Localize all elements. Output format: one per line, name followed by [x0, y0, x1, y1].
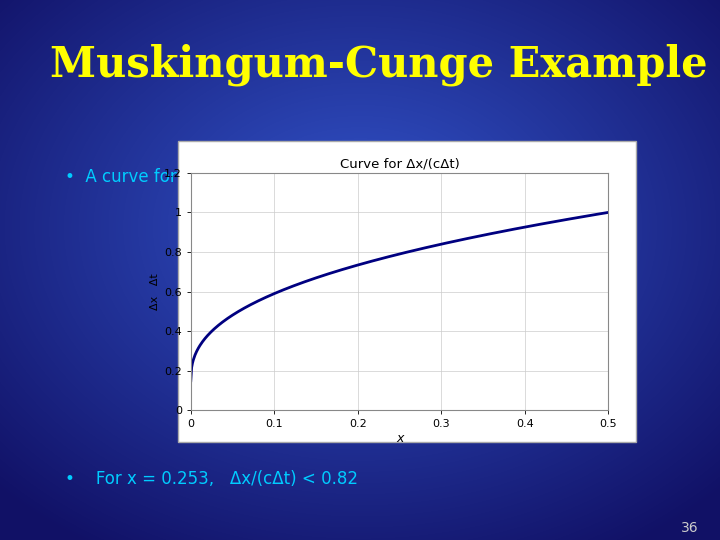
Y-axis label: Δx   Δt: Δx Δt [150, 273, 160, 310]
Text: •  A curve for Δx/cΔt is then needed to determine Δt.: • A curve for Δx/cΔt is then needed to d… [65, 167, 506, 185]
Text: Muskingum-Cunge Example: Muskingum-Cunge Example [50, 43, 708, 86]
Text: •    For x = 0.253,   Δx/(cΔt) < 0.82: • For x = 0.253, Δx/(cΔt) < 0.82 [65, 470, 358, 488]
X-axis label: x: x [396, 432, 403, 445]
Title: Curve for Δx/(cΔt): Curve for Δx/(cΔt) [340, 157, 459, 170]
Text: 36: 36 [681, 521, 698, 535]
